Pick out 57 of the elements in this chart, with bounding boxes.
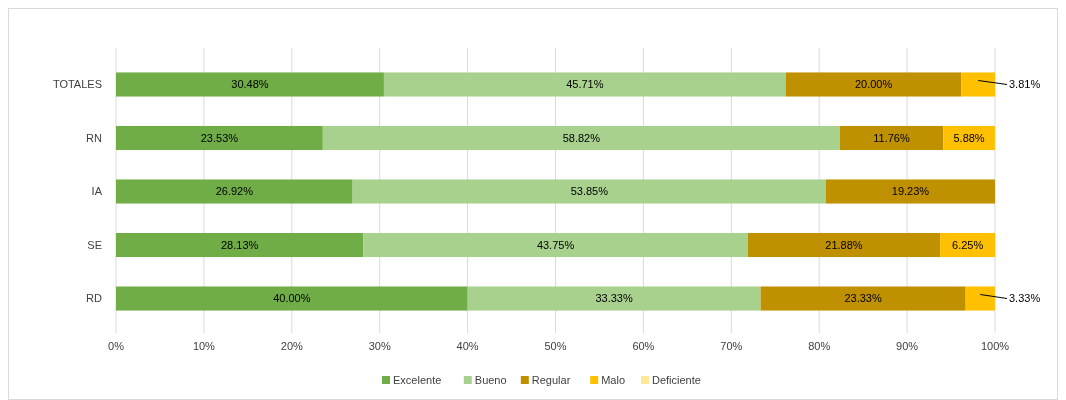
x-tick-label: 0% (108, 340, 125, 352)
x-tick-label: 10% (192, 340, 216, 352)
x-tick-label: 50% (544, 340, 567, 352)
bar (116, 125, 323, 151)
data-label: 28.13% (220, 238, 259, 251)
bar (825, 179, 995, 204)
data-label: 23.33% (844, 292, 882, 305)
legend-label: Bueno (474, 373, 507, 386)
legend-label: Excelente (393, 373, 442, 386)
data-label: 53.85% (570, 185, 609, 198)
data-label: 5.88% (953, 131, 985, 144)
bar (467, 286, 761, 311)
y-tick-label: IA (91, 185, 103, 198)
data-label: 11.76% (873, 131, 910, 144)
x-tick-label: 60% (632, 340, 655, 352)
bar (352, 179, 826, 204)
bar (760, 286, 966, 311)
data-label: 23.53% (200, 131, 239, 144)
data-label: 3.81% (1009, 78, 1041, 91)
bar (116, 286, 468, 311)
bar (785, 72, 962, 97)
data-label: 19.23% (891, 185, 930, 198)
data-label: 20.00% (854, 78, 893, 91)
bar (965, 286, 995, 311)
x-tick-label: 70% (720, 340, 743, 352)
bar (383, 72, 786, 97)
bar (839, 125, 944, 151)
y-tick-label: SE (87, 238, 102, 251)
bar (363, 232, 748, 258)
data-label: 21.88% (825, 238, 863, 251)
bar (116, 72, 384, 97)
bar (116, 179, 353, 204)
legend-label: Malo (601, 373, 626, 386)
bar (116, 232, 364, 258)
data-label: 26.92% (215, 185, 254, 198)
y-tick-label: TOTALES (52, 78, 102, 91)
x-tick-label: 90% (896, 340, 919, 352)
x-tick-label: 80% (808, 340, 831, 352)
bar (322, 125, 840, 151)
bar (961, 72, 995, 97)
data-label: 43.75% (536, 238, 575, 251)
x-tick-label: 30% (368, 340, 391, 352)
x-tick-label: 40% (456, 340, 479, 352)
data-label: 40.00% (273, 292, 311, 305)
y-tick-label: RN (86, 131, 103, 144)
data-label: 6.25% (952, 238, 984, 251)
data-label: 30.48% (231, 78, 269, 91)
legend-label: Regular (531, 373, 571, 386)
data-label: 45.71% (566, 78, 604, 91)
y-tick-label: RD (86, 292, 103, 305)
legend-label: Deficiente (652, 373, 701, 386)
bar (747, 232, 941, 258)
x-tick-label: 20% (280, 340, 304, 352)
data-label: 3.33% (1009, 292, 1041, 305)
x-tick-label: 100% (980, 340, 1010, 352)
data-label: 33.33% (595, 292, 633, 305)
data-label: 58.82% (562, 131, 601, 144)
